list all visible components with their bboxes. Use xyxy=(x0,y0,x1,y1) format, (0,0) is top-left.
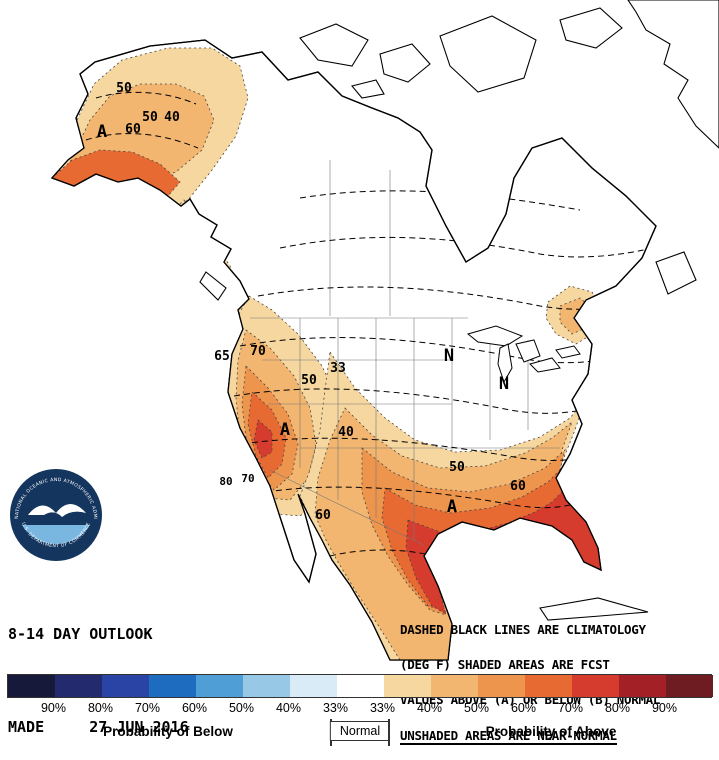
legend-percent-label: 80% xyxy=(604,701,631,715)
map-label: 40 xyxy=(164,110,180,125)
region-west-70 xyxy=(253,419,273,459)
legend-color-segment xyxy=(384,675,431,697)
region-south-70 xyxy=(405,491,602,615)
newfoundland xyxy=(655,251,697,295)
noaa-gull-icon xyxy=(28,504,86,517)
legend-percent-label: 90% xyxy=(651,701,678,715)
legend-percent-label: 90% xyxy=(40,701,67,715)
noaa-logo-circle xyxy=(10,469,102,561)
map-label: 33 xyxy=(330,361,346,376)
greenland xyxy=(627,0,719,149)
map-label-above: A xyxy=(97,122,107,142)
map-labels: 50 50 40 60 A 65 70 50 A 80 70 33 40 50 … xyxy=(97,81,526,523)
probability-of-above-label: Probability of Above xyxy=(485,724,617,739)
legend-color-segment xyxy=(478,675,525,697)
map-label: 60 xyxy=(510,479,526,494)
title-line-made-date: MADE 27 JUN 2016 xyxy=(8,718,189,736)
normal-band-right-tick xyxy=(388,719,390,746)
legend-percent-label: 70% xyxy=(134,701,161,715)
legend-caption-row: Probability of Below Normal Probability … xyxy=(0,719,719,749)
probability-legend: 90% 80% 70% 60% 50% 40% 33% 33% 40% 50% 60% 70% 80% 9… xyxy=(0,674,719,749)
arctic-islands xyxy=(199,0,719,621)
legend-color-segment xyxy=(666,675,713,697)
cuba xyxy=(539,597,649,621)
legend-color-segment xyxy=(290,675,337,697)
map-label: 70 xyxy=(241,472,254,485)
legend-percent-label: 40% xyxy=(275,701,302,715)
legend-percent-label: 60% xyxy=(181,701,208,715)
interior-borders xyxy=(250,160,560,546)
legend-color-segment xyxy=(196,675,243,697)
map-label: 70 xyxy=(250,344,266,359)
legend-color-segment xyxy=(243,675,290,697)
title-line-outlook: 8-14 DAY OUTLOOK xyxy=(8,625,153,643)
legend-percent-labels: 90% 80% 70% 60% 50% 40% 33% 33% 40% 50% 60% 70% 80% 9… xyxy=(7,701,719,715)
legend-percent-label: 50% xyxy=(228,701,255,715)
noaa-logo: NATIONAL OCEANIC AND ATMOSPHERIC ADMINIS… xyxy=(8,467,102,561)
map-label: 50 xyxy=(301,373,317,388)
temperature-outlook-map: 50 50 40 60 A 65 70 50 A 80 70 33 40 50 … xyxy=(51,0,719,661)
note-line-1: DASHED BLACK LINES ARE CLIMATOLOGY xyxy=(400,621,646,637)
legend-percent-label: 33% xyxy=(322,701,349,715)
great-lakes xyxy=(466,325,581,384)
map-label-normal: N xyxy=(444,346,454,366)
probability-of-below-label: Probability of Below xyxy=(103,724,233,739)
legend-percent-label: 33% xyxy=(369,701,396,715)
map-label: 65 xyxy=(214,349,230,364)
map-label: 50 xyxy=(116,81,132,96)
map-label: 50 xyxy=(449,460,465,475)
legend-color-segment xyxy=(525,675,572,697)
legend-percent-label: 70% xyxy=(557,701,584,715)
note-line-4: UNSHADED AREAS ARE NEAR-NORMAL xyxy=(400,727,617,745)
normal-label-box: Normal xyxy=(329,721,391,741)
noaa-logo-sea xyxy=(22,525,90,544)
legend-color-segment xyxy=(55,675,102,697)
note-line-2: (DEG F) SHADED AREAS ARE FCST xyxy=(400,656,610,672)
legend-percent-label: 50% xyxy=(463,701,490,715)
legend-color-segment xyxy=(619,675,666,697)
map-label: 80 xyxy=(219,475,232,488)
map-label-above: A xyxy=(280,420,290,440)
legend-percent-label: 40% xyxy=(416,701,443,715)
map-label-normal: N xyxy=(499,374,509,394)
legend-color-segment xyxy=(572,675,619,697)
legend-color-bar xyxy=(7,674,713,698)
map-label: 50 xyxy=(142,110,158,125)
legend-note-block: DASHED BLACK LINES ARE CLIMATOLOGY (DEG … xyxy=(400,600,660,760)
map-label: 40 xyxy=(338,425,354,440)
map-label: 60 xyxy=(315,508,331,523)
map-label-above: A xyxy=(447,497,457,517)
legend-percent-label: 80% xyxy=(87,701,114,715)
legend-color-segment xyxy=(431,675,478,697)
vancouver-island xyxy=(199,271,227,301)
map-label: 60 xyxy=(125,122,141,137)
legend-color-segment xyxy=(8,675,55,697)
legend-color-segment xyxy=(337,675,384,697)
legend-color-segment xyxy=(102,675,149,697)
legend-percent-label: 60% xyxy=(510,701,537,715)
legend-color-segment xyxy=(149,675,196,697)
